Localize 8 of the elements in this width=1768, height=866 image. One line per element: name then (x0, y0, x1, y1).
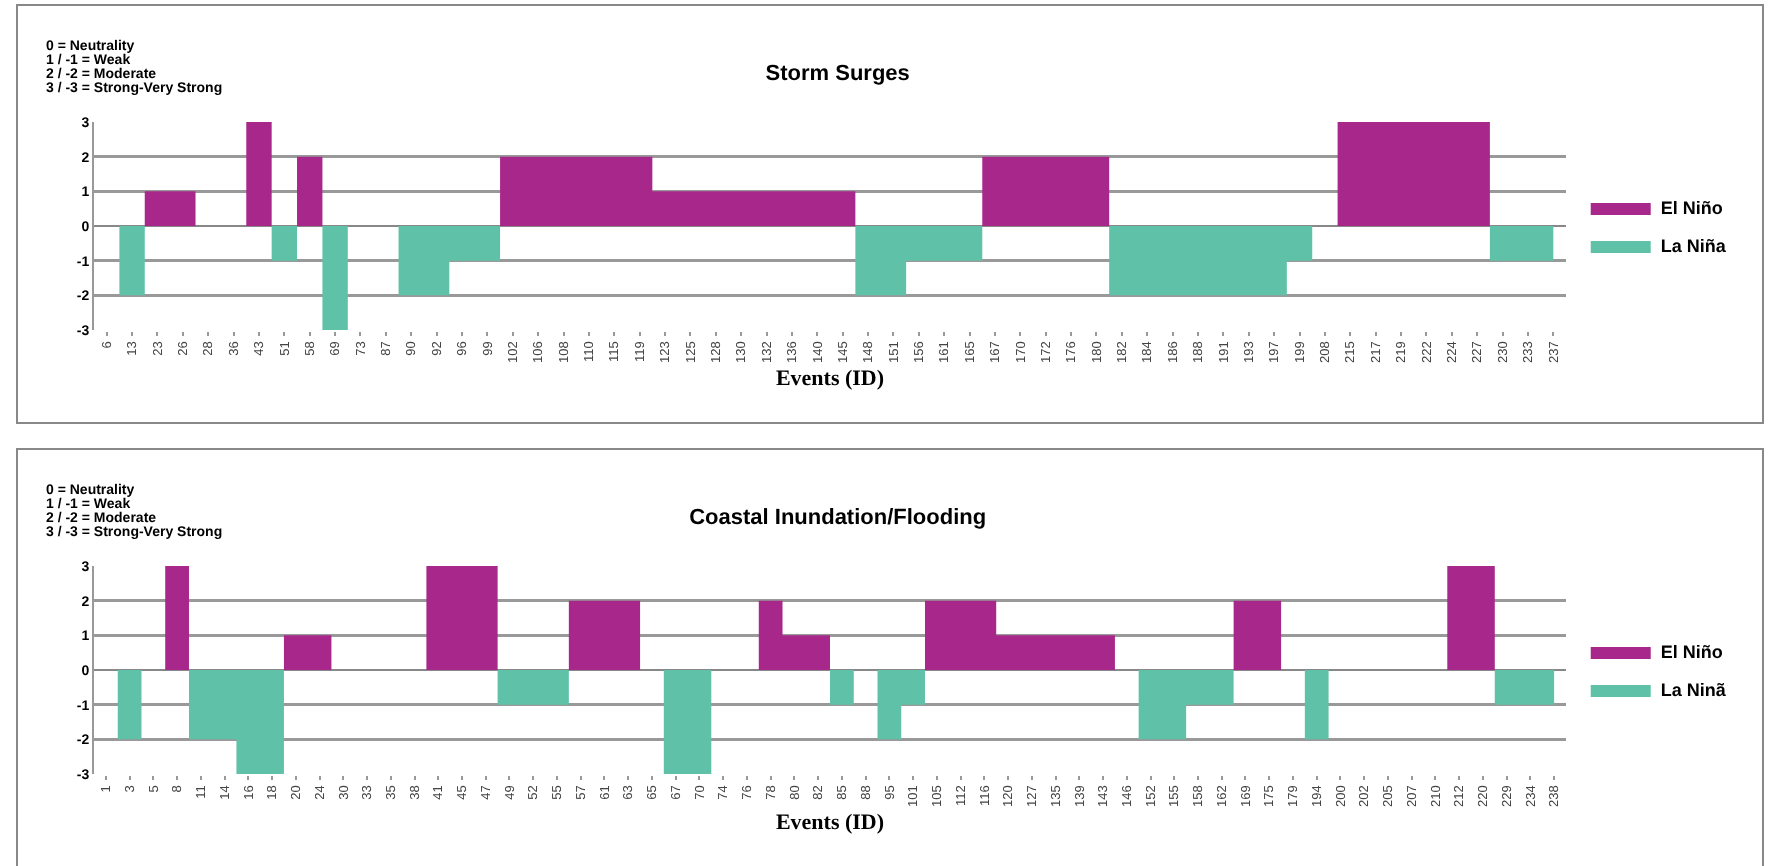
legend-label: La Ninã (1660, 680, 1728, 701)
chart-title: Storm Surges (765, 61, 910, 86)
x-axis-title: Events (ID) (775, 367, 885, 392)
chart-title: Coastal Inundation/Flooding (689, 505, 987, 530)
legend-label: La Niña (1660, 236, 1728, 257)
x-axis-title: Events (ID) (775, 811, 885, 836)
legend-label: El Niño (1660, 642, 1724, 663)
legend-label: El Niño (1660, 198, 1724, 219)
